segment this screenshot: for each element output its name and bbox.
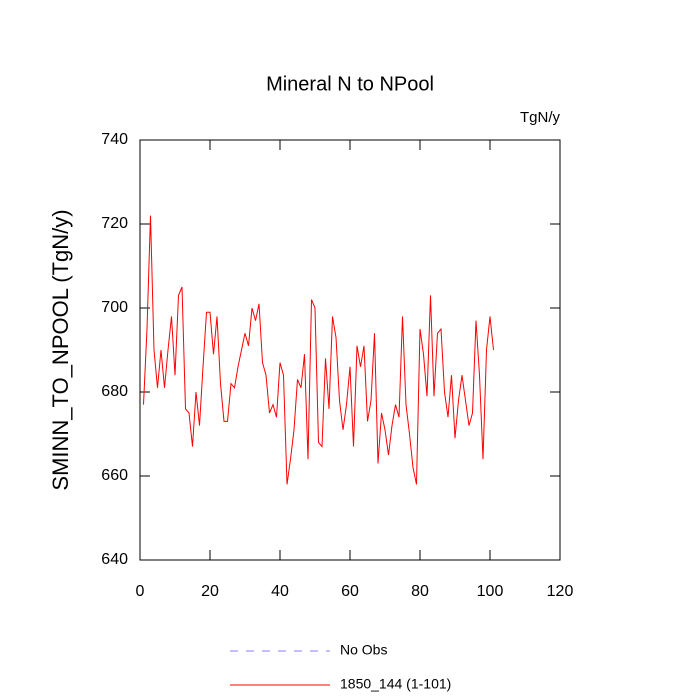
x-tick-label: 80 <box>411 583 429 600</box>
y-tick-label: 700 <box>101 299 128 316</box>
chart-title: Mineral N to NPool <box>266 73 434 95</box>
units-label: TgN/y <box>520 109 561 126</box>
data-line <box>143 215 494 485</box>
y-axis-label: SMINN_TO_NPOOL (TgN/y) <box>48 209 73 490</box>
y-tick-label: 640 <box>101 551 128 568</box>
x-tick-label: 120 <box>547 583 574 600</box>
plot-frame <box>139 139 561 561</box>
legend-label: 1850_144 (1-101) <box>340 676 451 692</box>
x-tick-label: 0 <box>136 583 145 600</box>
y-tick-label: 740 <box>101 131 128 148</box>
y-tick-label: 680 <box>101 383 128 400</box>
y-tick-label: 720 <box>101 215 128 232</box>
x-tick-label: 60 <box>341 583 359 600</box>
y-tick-label: 660 <box>101 467 128 484</box>
x-tick-label: 20 <box>201 583 219 600</box>
x-tick-label: 40 <box>271 583 289 600</box>
x-tick-label: 100 <box>477 583 504 600</box>
legend-label: No Obs <box>340 642 387 658</box>
